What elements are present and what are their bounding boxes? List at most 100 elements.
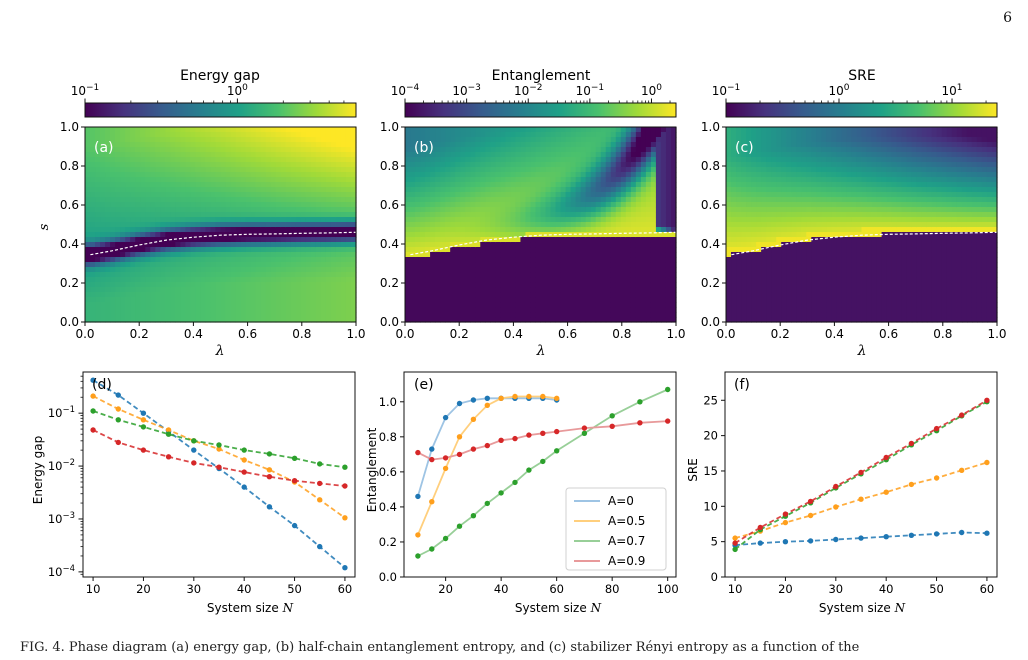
heatmap-cell bbox=[280, 137, 287, 143]
heatmap-cell bbox=[90, 272, 96, 278]
heatmap-cell bbox=[195, 282, 202, 288]
heatmap-cell bbox=[485, 262, 491, 268]
heatmap-cell bbox=[500, 282, 506, 288]
heatmap-cell bbox=[415, 277, 421, 283]
heatmap-cell bbox=[746, 202, 752, 208]
colorbar-c: 10−1 100 101 bbox=[712, 83, 998, 118]
heatmap-cell bbox=[210, 277, 217, 283]
heatmap-cell bbox=[736, 262, 742, 268]
heatmap-cell bbox=[110, 257, 116, 263]
heatmap-cell bbox=[95, 127, 101, 133]
x-tick-label: 1.0 bbox=[346, 327, 365, 341]
heatmap-cell bbox=[670, 257, 677, 263]
heatmap-cell bbox=[110, 132, 116, 138]
heatmap-cell bbox=[175, 272, 181, 278]
heatmap-cell bbox=[405, 277, 411, 283]
heatmap-cell bbox=[130, 317, 136, 323]
heatmap-cell bbox=[761, 197, 767, 203]
heatmap-cell bbox=[315, 227, 322, 233]
heatmap-cell bbox=[215, 222, 222, 228]
heatmap-cell bbox=[515, 202, 522, 208]
heatmap-cell bbox=[210, 302, 217, 308]
heatmap-cell bbox=[105, 222, 111, 228]
heatmap-cell bbox=[320, 182, 327, 188]
heatmap-cell bbox=[525, 222, 532, 228]
heatmap-cell bbox=[766, 142, 772, 148]
heatmap-cell bbox=[550, 307, 557, 313]
heatmap-cell bbox=[485, 167, 491, 173]
heatmap-cell bbox=[525, 312, 532, 318]
heatmap-cell bbox=[585, 302, 592, 308]
heatmap-cell bbox=[665, 272, 672, 278]
heatmap-cell bbox=[495, 292, 501, 298]
heatmap-cell bbox=[771, 227, 777, 233]
heatmap-cell bbox=[560, 272, 567, 278]
heatmap-cell bbox=[545, 232, 552, 238]
heatmap-cell bbox=[500, 132, 506, 138]
heatmap-cell bbox=[85, 312, 91, 318]
heatmap-cell bbox=[165, 307, 171, 313]
heatmap-cell bbox=[160, 307, 166, 313]
heatmap-cell bbox=[470, 212, 476, 218]
heatmap-cell bbox=[645, 197, 652, 203]
heatmap-cell bbox=[115, 177, 121, 183]
heatmap-cell bbox=[570, 177, 577, 183]
heatmap-cell bbox=[495, 282, 501, 288]
heatmap-cell bbox=[791, 187, 797, 193]
heatmap-cell bbox=[435, 262, 441, 268]
heatmap-cell bbox=[450, 217, 456, 223]
colorbar-tick-exponent: −1 bbox=[86, 83, 99, 93]
heatmap-cell bbox=[145, 152, 151, 158]
heatmap-cell bbox=[756, 147, 762, 153]
heatmap-cell bbox=[330, 167, 337, 173]
heatmap-cell bbox=[500, 307, 506, 313]
heatmap-cell bbox=[590, 127, 597, 133]
heatmap-cell bbox=[570, 157, 577, 163]
heatmap-cell bbox=[480, 262, 486, 268]
heatmap-cell bbox=[595, 252, 602, 258]
heatmap-cell bbox=[340, 242, 347, 248]
heatmap-cell bbox=[756, 257, 762, 263]
heatmap-cell bbox=[625, 277, 632, 283]
heatmap-cell bbox=[165, 147, 171, 153]
heatmap-cell bbox=[265, 182, 272, 188]
heatmap-cell bbox=[190, 137, 197, 143]
heatmap-cell bbox=[595, 262, 602, 268]
heatmap-cell bbox=[640, 212, 647, 218]
heatmap-cell bbox=[776, 157, 782, 163]
heatmap-cell bbox=[615, 147, 622, 153]
heatmap-cell bbox=[305, 182, 312, 188]
heatmap-cell bbox=[540, 212, 547, 218]
heatmap-cell bbox=[320, 252, 327, 258]
heatmap-cell bbox=[345, 227, 352, 233]
heatmap-cell bbox=[726, 147, 732, 153]
heatmap-cell bbox=[180, 182, 186, 188]
heatmap-cell bbox=[510, 247, 517, 253]
heatmap-cell bbox=[440, 152, 446, 158]
heatmap-cell bbox=[140, 202, 146, 208]
heatmap-cell bbox=[420, 182, 426, 188]
heatmap-cell bbox=[120, 182, 126, 188]
heatmap-cell bbox=[761, 212, 767, 218]
heatmap-cell bbox=[465, 222, 471, 228]
heatmap-cell bbox=[766, 237, 772, 243]
heatmap-cell bbox=[761, 267, 767, 273]
heatmap-cell bbox=[280, 287, 287, 293]
heatmap-cell bbox=[635, 197, 642, 203]
heatmap-cell bbox=[150, 282, 156, 288]
heatmap-cell bbox=[300, 162, 307, 168]
heatmap-cell bbox=[515, 177, 522, 183]
heatmap-cell bbox=[435, 212, 441, 218]
heatmap-cell bbox=[490, 292, 496, 298]
heatmap-cell bbox=[130, 197, 136, 203]
heatmap-cell bbox=[615, 187, 622, 193]
heatmap-cell bbox=[250, 292, 257, 298]
heatmap-cell bbox=[170, 197, 176, 203]
heatmap-cell bbox=[345, 207, 352, 213]
heatmap-cell bbox=[485, 312, 491, 318]
heatmap-cell bbox=[230, 132, 237, 138]
heatmap-cell bbox=[555, 192, 562, 198]
heatmap-cell bbox=[555, 152, 562, 158]
heatmap-cell bbox=[796, 307, 802, 313]
heatmap-cell bbox=[440, 272, 446, 278]
